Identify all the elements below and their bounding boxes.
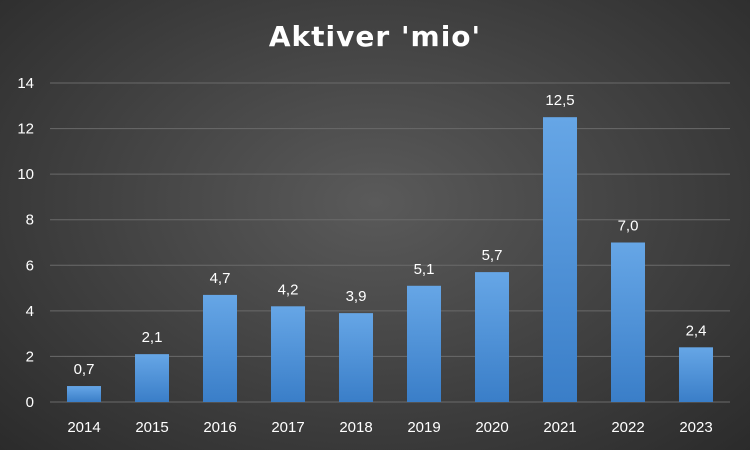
y-tick-label: 6 [26,257,34,274]
x-tick-label: 2020 [475,419,508,436]
data-label: 2,4 [686,322,707,339]
y-tick-label: 0 [26,394,34,411]
bar [679,347,713,402]
x-tick-label: 2018 [339,419,372,436]
bar [407,285,441,402]
bar [135,354,169,402]
data-label: 7,0 [618,218,639,235]
x-tick-label: 2017 [271,419,304,436]
data-label: 5,1 [414,261,435,278]
bar [67,386,101,402]
bar [203,294,237,402]
data-label: 3,9 [346,288,367,305]
bar [475,272,509,402]
data-label: 5,7 [482,247,503,264]
y-tick-label: 10 [17,166,34,183]
y-tick-label: 14 [17,75,34,92]
data-label: 12,5 [545,92,574,109]
x-tick-label: 2015 [135,419,168,436]
x-tick-label: 2021 [543,419,576,436]
x-tick-label: 2014 [67,419,100,436]
x-tick-label: 2023 [679,419,712,436]
data-label: 2,1 [142,329,163,346]
bar [543,117,577,402]
x-tick-label: 2019 [407,419,440,436]
bar [339,313,373,402]
data-label: 4,2 [278,281,299,298]
chart-title: Aktiver 'mio' [268,20,482,53]
data-label: 0,7 [74,361,95,378]
x-tick-label: 2016 [203,419,236,436]
y-tick-label: 2 [26,348,34,365]
y-tick-label: 12 [17,121,34,138]
bar [611,242,645,402]
x-tick-label: 2022 [611,419,644,436]
y-tick-label: 4 [26,303,34,320]
bar [271,306,305,402]
data-label: 4,7 [210,270,231,287]
y-tick-label: 8 [26,212,34,229]
